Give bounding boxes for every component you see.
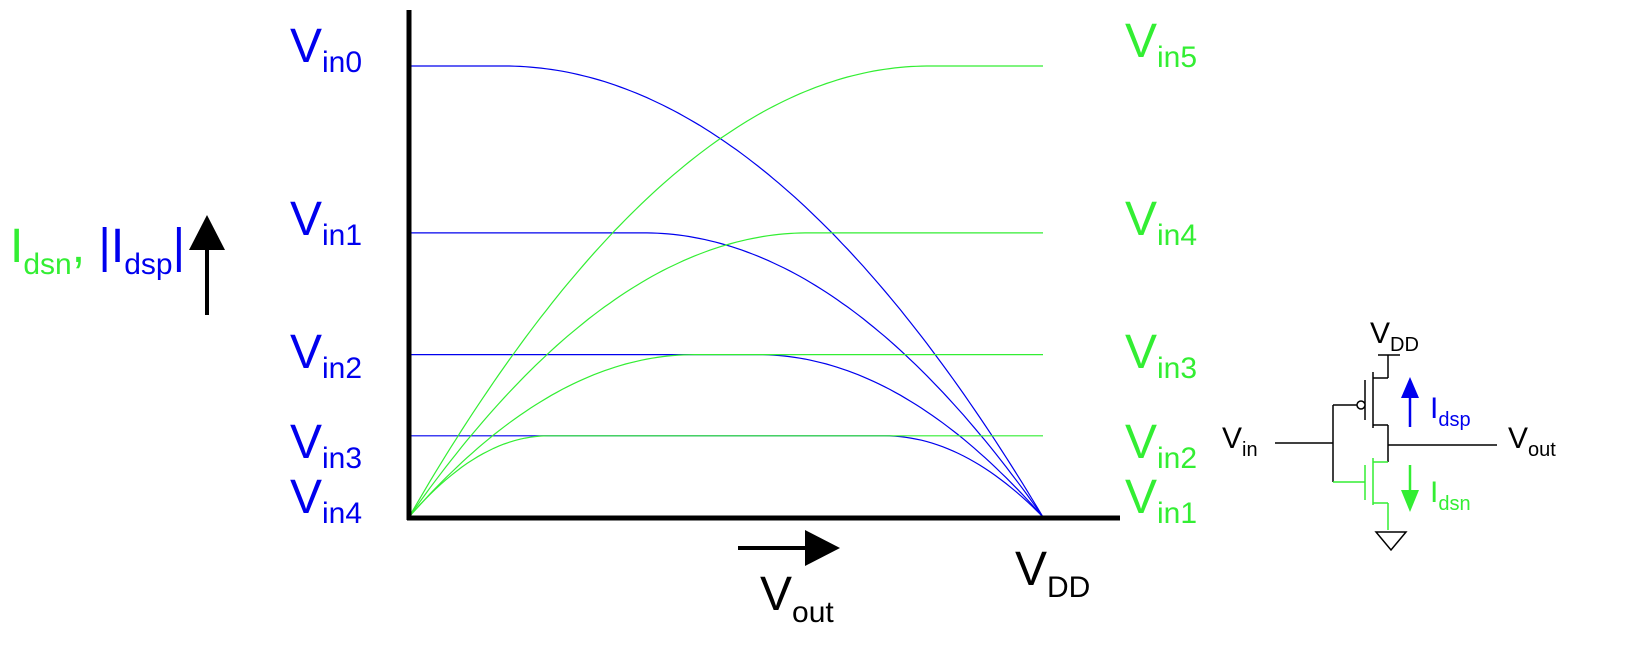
curves bbox=[408, 65, 1044, 518]
vdd-label: VDD bbox=[1015, 543, 1090, 604]
nmos-label-vin3: Vin3 bbox=[1125, 326, 1197, 385]
x-axis-label: Vout bbox=[760, 568, 834, 629]
circuit-idsp-label: Idsp bbox=[1430, 392, 1471, 431]
pmos-label-vin1: Vin1 bbox=[290, 193, 362, 252]
nmos-curve-vin4 bbox=[408, 232, 1043, 518]
pmos-curve-vin1 bbox=[409, 232, 1044, 518]
idsp-arrowhead bbox=[1401, 377, 1419, 398]
pmos-label-vin4: Vin4 bbox=[290, 471, 362, 530]
nmos-label-vin5: Vin5 bbox=[1125, 15, 1197, 74]
nmos-label-vin1: Vin1 bbox=[1125, 471, 1197, 530]
circuit-vdd-label: VDD bbox=[1370, 317, 1419, 356]
pmos-gate-bubble bbox=[1356, 400, 1366, 410]
ground-icon bbox=[1374, 531, 1408, 552]
pmos-label-vin3: Vin3 bbox=[290, 416, 362, 475]
nmos-curve-vin2 bbox=[408, 435, 1043, 518]
circuit-vout-label: Vout bbox=[1508, 422, 1556, 461]
pmos-curve-vin0 bbox=[409, 65, 1044, 518]
circuit-vin-label: Vin bbox=[1222, 422, 1258, 461]
circuit-idsn-label: Idsn bbox=[1430, 476, 1471, 515]
pmos-label-vin2: Vin2 bbox=[290, 326, 362, 385]
nmos-curve-vin3 bbox=[408, 354, 1043, 518]
x-arrowhead bbox=[805, 530, 840, 566]
nmos-label-vin2: Vin2 bbox=[1125, 416, 1197, 475]
pmos-label-vin0: Vin0 bbox=[290, 20, 362, 79]
y-axis-label: Idsn, |Idsp| bbox=[10, 220, 185, 281]
idsn-arrowhead bbox=[1401, 490, 1419, 512]
nmos-label-vin4: Vin4 bbox=[1125, 193, 1197, 252]
inverter-schematic bbox=[1275, 354, 1497, 552]
pmos-curve-vin3 bbox=[409, 435, 1044, 518]
nmos-curve-vin5 bbox=[408, 65, 1043, 518]
y-arrowhead bbox=[189, 215, 225, 250]
